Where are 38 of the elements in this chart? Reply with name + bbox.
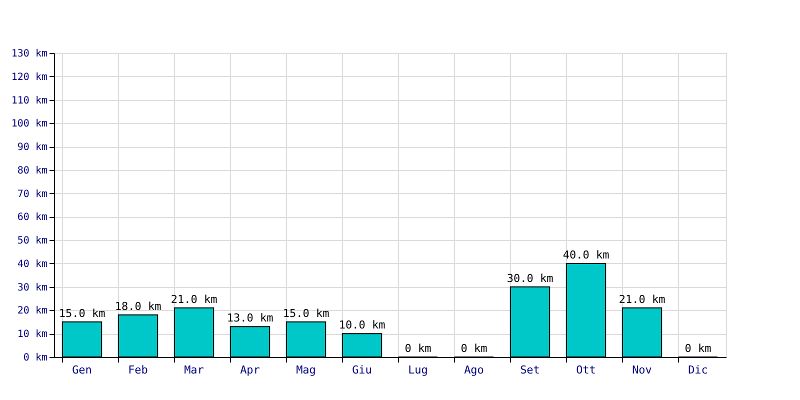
y-tick-label: 0 km [23, 352, 48, 364]
y-tick-label: 50 km [17, 236, 48, 247]
data-label: 10.0 km [338, 318, 386, 332]
y-tick-label: 80 km [17, 165, 48, 176]
y-tick-label: 130 km [11, 48, 48, 60]
y-tick-label: 100 km [11, 118, 48, 130]
y-tick-label: 40 km [17, 258, 48, 270]
data-label: 15.0 km [282, 306, 330, 320]
x-tick-label: Gen [72, 364, 92, 376]
y-tick-label: 10 km [17, 329, 48, 340]
data-label: 18.0 km [114, 300, 162, 313]
data-label: 0 km [404, 342, 432, 355]
y-tick-label: 30 km [17, 282, 48, 294]
x-tick-label: Mar [184, 364, 204, 376]
data-label: 0 km [684, 342, 712, 355]
y-tick-label: 90 km [17, 142, 48, 154]
x-tick-label: Lug [408, 364, 428, 376]
data-label: 21.0 km [618, 292, 666, 306]
x-tick-label: Nov [632, 364, 652, 376]
x-tick-label: Ago [464, 364, 484, 376]
x-tick-label: Ott [576, 364, 596, 376]
y-tick-label: 110 km [11, 95, 48, 106]
x-tick-label: Mag [296, 364, 316, 376]
x-tick-label: Dic [688, 364, 708, 376]
data-label: 13.0 km [226, 312, 274, 325]
y-tick-label: 20 km [17, 306, 48, 317]
y-tick-label: 120 km [11, 72, 48, 83]
data-label: 30.0 km [506, 272, 554, 285]
data-label: 0 km [460, 342, 488, 355]
y-tick-label: 70 km [17, 188, 48, 200]
data-label: 21.0 km [170, 292, 218, 306]
x-tick-label: Giu [352, 364, 372, 376]
data-label: 40.0 km [562, 248, 610, 262]
x-tick-label: Apr [240, 364, 260, 376]
data-label: 15.0 km [58, 306, 106, 320]
x-tick-label: Set [520, 364, 540, 376]
y-tick-label: 60 km [17, 212, 48, 224]
x-tick-label: Feb [128, 364, 148, 376]
